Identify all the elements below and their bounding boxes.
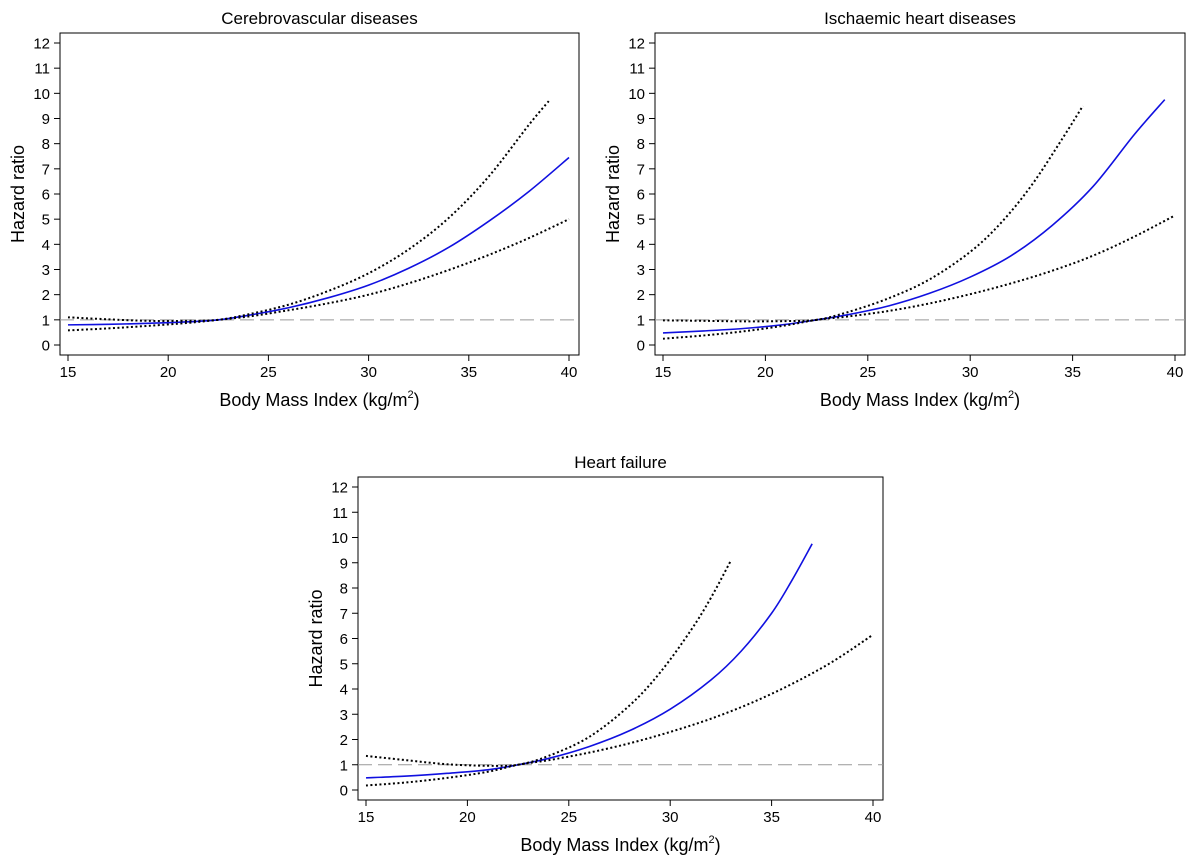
x-tick-label: 20 bbox=[757, 364, 774, 381]
y-axis-label: Hazard ratio bbox=[603, 145, 623, 243]
x-tick-label: 25 bbox=[859, 364, 876, 381]
y-tick-label: 2 bbox=[340, 732, 348, 749]
y-tick-label: 3 bbox=[637, 262, 645, 279]
y-tick-label: 12 bbox=[331, 480, 348, 497]
x-tick-label: 25 bbox=[560, 809, 577, 826]
y-tick-label: 7 bbox=[340, 606, 348, 623]
x-tick-label: 15 bbox=[655, 364, 672, 381]
series-line-upper bbox=[662, 105, 1084, 323]
y-tick-label: 9 bbox=[42, 111, 50, 128]
x-tick-label: 20 bbox=[160, 364, 177, 381]
x-tick-label: 25 bbox=[260, 364, 277, 381]
y-tick-label: 11 bbox=[332, 505, 348, 522]
y-tick-label: 2 bbox=[42, 287, 50, 304]
y-tick-label: 8 bbox=[340, 581, 348, 598]
series-line-lower bbox=[365, 633, 874, 787]
x-tick-label: 15 bbox=[358, 809, 375, 826]
plot-frame bbox=[59, 32, 580, 356]
y-tick-label: 0 bbox=[42, 338, 50, 355]
x-axis-label: Body Mass Index (kg/m2) bbox=[520, 834, 720, 855]
y-tick-label: 1 bbox=[340, 757, 348, 774]
x-axis-label: Body Mass Index (kg/m2) bbox=[219, 389, 419, 410]
y-tick-label: 6 bbox=[340, 631, 348, 648]
y-tick-label: 5 bbox=[637, 212, 645, 229]
y-axis-label: Hazard ratio bbox=[306, 589, 326, 687]
chart-panel-1: Cerebrovascular diseases0123456789101112… bbox=[8, 9, 580, 410]
series-line-upper bbox=[365, 559, 732, 767]
y-tick-label: 8 bbox=[42, 136, 50, 153]
x-tick-label: 15 bbox=[60, 364, 77, 381]
x-tick-label: 40 bbox=[561, 364, 578, 381]
y-tick-label: 4 bbox=[340, 682, 348, 699]
series-line-lower bbox=[67, 218, 570, 332]
y-tick-label: 10 bbox=[331, 530, 348, 547]
y-tick-label: 5 bbox=[42, 212, 50, 229]
chart-title: Heart failure bbox=[574, 453, 667, 472]
y-tick-label: 4 bbox=[42, 237, 50, 254]
y-tick-label: 8 bbox=[637, 136, 645, 153]
series-line-lower bbox=[662, 214, 1176, 340]
y-tick-label: 9 bbox=[340, 555, 348, 572]
y-tick-label: 0 bbox=[340, 783, 348, 800]
y-tick-label: 9 bbox=[637, 111, 645, 128]
series-line-estimate bbox=[662, 99, 1166, 334]
x-tick-label: 30 bbox=[662, 809, 679, 826]
y-tick-label: 12 bbox=[628, 36, 645, 53]
y-tick-label: 2 bbox=[637, 287, 645, 304]
x-tick-label: 35 bbox=[460, 364, 477, 381]
plot-frame bbox=[654, 32, 1186, 356]
y-tick-label: 11 bbox=[34, 61, 50, 78]
y-tick-label: 3 bbox=[42, 262, 50, 279]
y-tick-label: 6 bbox=[42, 187, 50, 204]
x-tick-label: 20 bbox=[459, 809, 476, 826]
y-tick-label: 12 bbox=[33, 36, 50, 53]
x-tick-label: 40 bbox=[1167, 364, 1184, 381]
y-tick-label: 0 bbox=[637, 338, 645, 355]
x-tick-label: 40 bbox=[865, 809, 882, 826]
y-tick-label: 1 bbox=[42, 312, 50, 329]
y-tick-label: 7 bbox=[42, 161, 50, 178]
chart-title: Ischaemic heart diseases bbox=[824, 9, 1016, 28]
y-tick-label: 4 bbox=[637, 237, 645, 254]
chart-title: Cerebrovascular diseases bbox=[221, 9, 418, 28]
x-tick-label: 35 bbox=[763, 809, 780, 826]
series-line-upper bbox=[67, 100, 550, 322]
y-tick-label: 5 bbox=[340, 656, 348, 673]
y-tick-label: 7 bbox=[637, 161, 645, 178]
x-axis-label: Body Mass Index (kg/m2) bbox=[820, 389, 1020, 410]
x-tick-label: 35 bbox=[1064, 364, 1081, 381]
y-tick-label: 6 bbox=[637, 187, 645, 204]
y-tick-label: 11 bbox=[629, 61, 645, 78]
series-line-estimate bbox=[365, 543, 813, 779]
x-tick-label: 30 bbox=[962, 364, 979, 381]
y-tick-label: 10 bbox=[33, 86, 50, 103]
y-tick-label: 3 bbox=[340, 707, 348, 724]
y-tick-label: 1 bbox=[637, 312, 645, 329]
plot-frame bbox=[357, 476, 884, 801]
y-tick-label: 10 bbox=[628, 86, 645, 103]
chart-panel-2: Ischaemic heart diseases0123456789101112… bbox=[603, 9, 1186, 410]
y-axis-label: Hazard ratio bbox=[8, 145, 28, 243]
series-line-estimate bbox=[67, 156, 570, 326]
x-tick-label: 30 bbox=[360, 364, 377, 381]
